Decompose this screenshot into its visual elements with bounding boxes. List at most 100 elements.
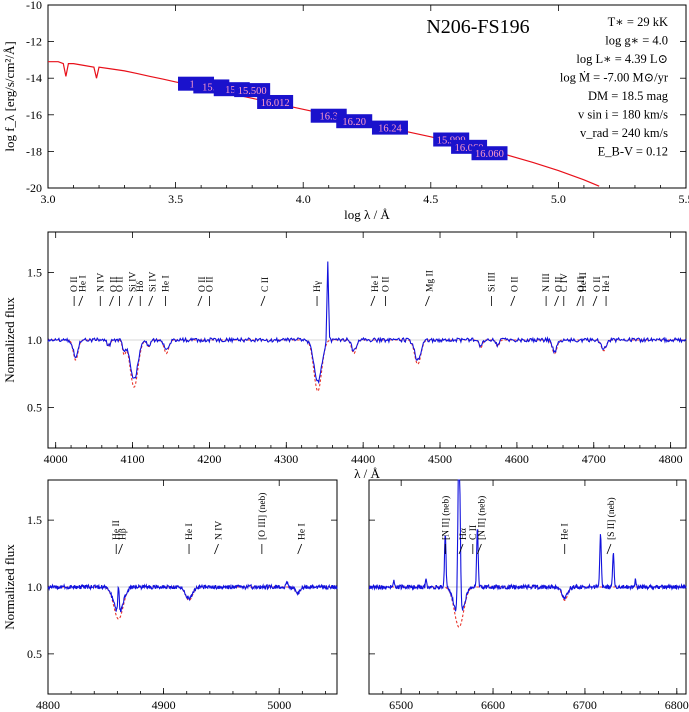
line-id-marker	[118, 543, 123, 555]
line-id-label: He I	[298, 523, 308, 540]
y-tick-label: -12	[26, 35, 42, 49]
line-id-label: Mg II	[425, 270, 435, 292]
photometry-mag-label: 15.	[225, 85, 238, 96]
observed-spectrum-line	[47, 261, 687, 385]
x-tick-label: 6500	[389, 698, 413, 712]
stellar-parameter: v_rad = 240 km/s	[580, 126, 668, 140]
x-tick-label: 3.0	[41, 192, 56, 206]
x-tick-label: 4.5	[423, 192, 438, 206]
line-id-label: Hγ	[313, 281, 323, 292]
line-id-marker	[576, 295, 582, 307]
x-tick-label: 4700	[582, 452, 606, 466]
x-tick-label: 4200	[197, 452, 221, 466]
line-id-label: O II	[555, 276, 565, 292]
line-id-label: He I	[185, 523, 195, 540]
x-tick-label: 6600	[481, 698, 505, 712]
line-id-label: He I	[79, 275, 89, 292]
line-id-marker	[197, 295, 203, 307]
line-id-label: [O III] (neb)	[257, 493, 268, 540]
line-id-marker	[214, 543, 219, 555]
x-tick-label: 6700	[573, 698, 597, 712]
y-tick-label: -14	[26, 71, 42, 85]
line-id-marker	[425, 295, 430, 307]
x-tick-label: 4800	[659, 452, 683, 466]
blue-spectrum-panel: 4000 4100 4200 4300 4400 4500 4600 4700 4800 0.5 1…	[2, 231, 687, 481]
model-sed-line	[48, 61, 600, 187]
line-id-marker	[370, 295, 376, 307]
y-axis-label: Normalized flux	[2, 297, 17, 383]
line-id-label: O II	[593, 276, 603, 292]
photometry-mag-label: 15.500	[238, 86, 267, 97]
stellar-parameter: E_B-V = 0.12	[598, 145, 668, 159]
y-tick-label: -10	[26, 0, 42, 12]
line-id-label: C II	[469, 525, 479, 540]
y-tick-label: 0.5	[27, 401, 42, 415]
x-tick-label: 4100	[121, 452, 145, 466]
photometry-mag-label: 16.3	[320, 112, 338, 123]
y-axis-label: log f_λ [erg/s/cm²/Å]	[2, 41, 17, 151]
x-tick-label: 3.5	[168, 192, 183, 206]
line-id-marker	[510, 295, 516, 307]
line-id-label: He I	[371, 275, 381, 292]
line-id-label: C IV	[560, 273, 570, 292]
line-id-label: Si IV	[149, 272, 159, 292]
photometry-box	[234, 83, 271, 98]
halpha-spectrum-panel: 6500660067006800λ / Å[N II] (neb)HαC II[…	[368, 479, 689, 712]
x-tick-label: 4000	[44, 452, 68, 466]
line-id-label: He I	[561, 523, 571, 540]
chart-title: N206-FS196	[426, 16, 529, 38]
stellar-parameter: T∗ = 29 kK	[608, 15, 668, 29]
photometry-mag-label: 16.060	[455, 143, 484, 154]
x-tick-label: 5.0	[551, 192, 566, 206]
line-id-label: C II	[261, 277, 271, 292]
line-id-label: O II	[381, 276, 391, 292]
line-id-label: O II	[577, 276, 587, 292]
photometry-box	[336, 114, 373, 129]
y-tick-label: -16	[26, 108, 42, 122]
photometry-mag-label: 15.9	[202, 82, 220, 93]
line-id-label: Hβ	[119, 528, 129, 540]
photometry-box	[471, 146, 508, 161]
line-id-label: O II	[109, 276, 119, 292]
line-id-label: Si IV	[129, 272, 139, 292]
x-tick-label: 4.0	[296, 192, 311, 206]
photometry-mag-label: 16.20	[342, 117, 366, 128]
y-tick-label: 1.0	[27, 333, 42, 347]
y-tick-label: 1.5	[27, 513, 42, 527]
line-id-label: Hα	[459, 528, 469, 540]
line-id-label: N IV	[96, 273, 106, 292]
line-id-label: Hδ	[136, 280, 146, 292]
x-tick-label: 5.5	[679, 192, 689, 206]
sed-panel: 3.0 3.5 4.0 4.5 5.0 5.5 -10 -12 -14 -16 -18 -20 log …	[2, 0, 689, 222]
y-tick-label: 1.5	[27, 266, 42, 280]
photometry-box	[257, 94, 294, 109]
line-id-label: O II	[115, 276, 125, 292]
stellar-parameter: log L∗ = 4.39 L⊙	[576, 52, 668, 66]
observed-spectrum-line	[47, 580, 338, 613]
line-id-label: O II	[511, 276, 521, 292]
x-tick-label: 5000	[267, 698, 291, 712]
line-id-marker	[297, 543, 303, 555]
line-id-label: He I	[602, 275, 612, 292]
x-axis-label: log λ / Å	[344, 207, 390, 222]
line-id-marker	[606, 543, 612, 555]
line-id-marker	[260, 295, 266, 307]
line-id-marker	[109, 295, 114, 307]
line-id-label: He II	[579, 272, 589, 292]
y-tick-label: -18	[26, 144, 42, 158]
line-id-marker	[477, 543, 482, 555]
photometry-mag-label: 16.060	[475, 149, 504, 160]
line-id-label: N IV	[214, 521, 224, 540]
stellar-parameter: v sin i = 180 km/s	[578, 108, 668, 122]
photometry-box	[371, 120, 408, 135]
line-id-label: He I	[162, 275, 172, 292]
photometry-mag-label: 16.012	[261, 98, 290, 109]
model-spectrum-line	[369, 586, 686, 628]
line-id-marker	[554, 295, 559, 307]
line-id-label: O II	[205, 276, 215, 292]
y-tick-label: 0.5	[27, 647, 42, 661]
line-id-label: [S II] (neb)	[606, 497, 617, 540]
stellar-parameter: log g∗ = 4.0	[605, 34, 668, 48]
